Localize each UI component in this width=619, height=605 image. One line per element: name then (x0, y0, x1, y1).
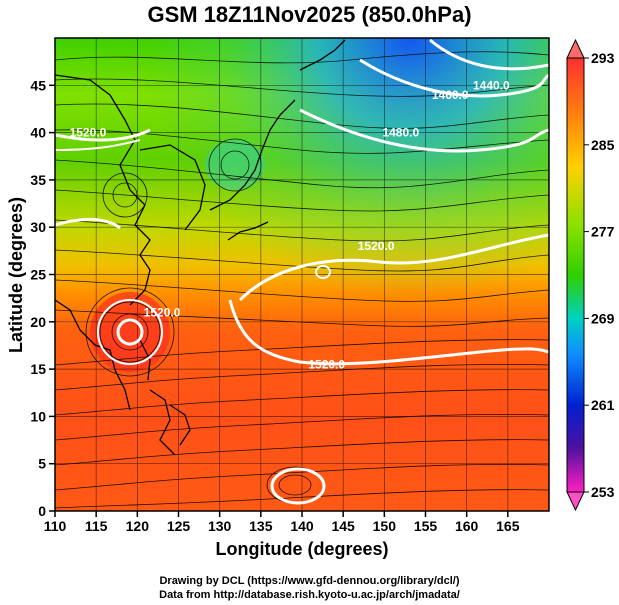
y-tick-label: 40 (30, 125, 46, 141)
y-tick-label: 15 (30, 361, 46, 377)
colorbar-lower-arrow (566, 491, 585, 512)
colorbar-label: 285 (591, 137, 615, 153)
y-tick-label: 35 (30, 172, 46, 188)
contour-1520-mid (238, 233, 549, 302)
x-tick-label: 165 (496, 518, 520, 534)
x-tick-label: 140 (290, 518, 314, 534)
colorbar-label: 269 (591, 310, 615, 326)
contour-1460 (359, 58, 549, 98)
x-tick-label: 110 (44, 518, 67, 534)
y-tick-label: 30 (30, 219, 46, 235)
x-tick-label: 120 (126, 518, 150, 534)
contour-labels: 1520.0 1520.0 1520.0 1520.0 1480.0 1460.0 1440… (70, 78, 510, 371)
x-tick-label: 125 (167, 518, 191, 534)
contour-label: 1440.0 (473, 78, 510, 92)
credit-drawing: Drawing by DCL (https://www.gfd-dennou.o… (159, 575, 460, 587)
lat-lon-grid (55, 38, 549, 511)
y-tick-label: 5 (38, 456, 46, 472)
y-tick-label: 10 (30, 408, 46, 424)
colorbar-label: 253 (591, 484, 615, 500)
contour-typhoon-outer (97, 299, 163, 365)
contour-1540 (55, 139, 141, 151)
y-tick-label: 20 (30, 314, 46, 330)
contour-1500-north (55, 128, 151, 142)
contour-label: 1480.0 (382, 126, 419, 140)
x-tick-label: 145 (331, 518, 355, 534)
colorbar-label: 293 (591, 50, 615, 66)
map-title: GSM 18Z11Nov2025 (850.0hPa) (147, 2, 472, 27)
y-axis-title: Latitude (degrees) (6, 197, 26, 353)
contour-1440 (429, 38, 549, 71)
credit-data-source: Data from http://database.rish.kyoto-u.a… (159, 589, 460, 601)
colorbar: 293 285 277 269 261 253 (566, 38, 615, 512)
x-axis-ticks: 110 115 120 125 130 135 140 145 150 155 160 165 (44, 511, 520, 534)
x-tick-label: 150 (373, 518, 397, 534)
x-tick-label: 155 (414, 518, 438, 534)
contour-1520-south (228, 299, 549, 366)
contour-label: 1520.0 (144, 305, 181, 319)
x-tick-label: 115 (85, 518, 108, 534)
contour-small-low (315, 265, 331, 279)
contour-label: 1520.0 (308, 357, 345, 371)
x-tick-label: 160 (455, 518, 479, 534)
y-tick-label: 45 (30, 77, 46, 93)
y-axis-ticks: 0 5 10 15 20 25 30 35 40 45 (30, 77, 55, 519)
x-axis-title: Longitude (degrees) (215, 539, 388, 559)
contour-1480 (299, 108, 549, 153)
y-tick-label: 25 (30, 267, 46, 283)
geopotential-contours (55, 38, 549, 505)
colorbar-upper-arrow (566, 38, 585, 59)
contour-south-low (270, 467, 326, 505)
warm-core-typhoon (90, 292, 170, 372)
contour-1520-west (55, 218, 121, 230)
x-tick-label: 130 (208, 518, 232, 534)
x-tick-label: 135 (249, 518, 273, 534)
cold-spot-north (205, 140, 265, 190)
colorbar-label: 277 (591, 224, 615, 240)
contour-label: 1520.0 (358, 239, 395, 253)
contour-label: 1520.0 (70, 126, 107, 140)
colorbar-scale (566, 57, 585, 493)
contour-typhoon-core (116, 318, 144, 346)
contour-label: 1460.0 (432, 88, 469, 102)
y-tick-label: 0 (38, 503, 46, 519)
colorbar-label: 261 (591, 397, 615, 413)
